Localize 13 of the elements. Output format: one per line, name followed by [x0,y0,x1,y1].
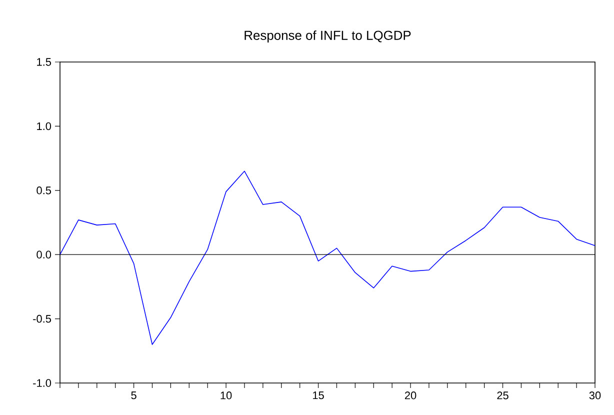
x-tick-label: 5 [131,392,136,400]
x-tick-label: 20 [404,392,416,400]
y-tick-label: 1.5 [37,58,52,66]
x-tick-label: 10 [220,392,232,400]
y-tick-label: 0.0 [36,250,52,258]
y-tick-label: 0.5 [36,186,52,194]
x-tick-label: 30 [589,392,601,400]
chart-title: Response of INFL to LQGDP [244,30,411,42]
y-tick-label: 1.0 [37,122,52,130]
x-tick-label: 15 [313,392,324,400]
y-tick-label: -1.0 [33,379,52,387]
x-tick-label: 25 [497,392,508,400]
y-tick-label: -0.5 [33,314,52,323]
